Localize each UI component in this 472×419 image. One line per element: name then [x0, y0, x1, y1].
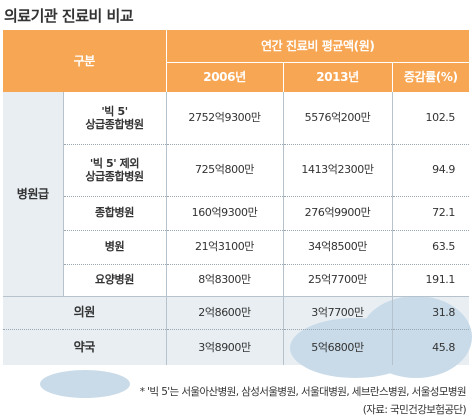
header-2013: 2013년 — [282, 61, 392, 92]
table-row: 종합병원 160억9300만 276억9900만 72.1 — [3, 196, 469, 231]
row-label-line2: 상급종합병원 — [85, 170, 144, 183]
value-change: 94.9 — [391, 144, 469, 197]
row-label: 종합병원 — [62, 196, 166, 231]
row-label-line1: '빅 5' 제외 — [89, 156, 140, 170]
value-2013: 34억8500만 — [282, 230, 392, 265]
source-note: (자료: 국민건강보험공단) — [362, 404, 467, 416]
value-2013: 5576억200만 — [282, 92, 392, 145]
row-label: '빅 5' 제외 상급종합병원 — [62, 144, 166, 197]
medical-cost-table: 구분 연간 진료비 평균액(원) 2006년 2013년 증감률(%) 병원급 … — [3, 30, 469, 365]
header-change: 증감률(%) — [391, 61, 469, 92]
value-2013: 1413억2300만 — [282, 144, 392, 197]
table-row: 의원 2억8600만 3억7700만 31.8 — [3, 296, 469, 330]
value-2006: 21억3100만 — [165, 230, 283, 265]
row-label-line2: 상급종합병원 — [85, 117, 144, 131]
value-change: 191.1 — [391, 264, 469, 297]
table-row: 병원 21억3100만 34억8500만 63.5 — [3, 230, 469, 265]
value-2013: 25억7700만 — [282, 264, 392, 297]
value-change: 72.1 — [391, 196, 469, 231]
page-title: 의료기관 진료비 비교 — [4, 7, 134, 25]
group-clinic: 의원 — [3, 296, 166, 330]
value-2013: 3억7700만 — [282, 296, 392, 330]
table-row: 요양병원 8억8300만 25억7700만 191.1 — [3, 264, 469, 297]
value-2006: 160억9300만 — [165, 196, 283, 231]
row-label: '빅 5' 상급종합병원 — [62, 92, 166, 145]
table-row: '빅 5' 제외 상급종합병원 725억800만 1413억2300만 94.9 — [3, 144, 469, 197]
group-pharmacy: 약국 — [73, 340, 96, 355]
value-change: 102.5 — [391, 92, 469, 145]
table-row: 병원급 '빅 5' 상급종합병원 2752억9300만 5576억200만 10… — [3, 92, 469, 297]
value-change: 31.8 — [391, 296, 469, 330]
value-2013: 5억6800만 — [282, 329, 392, 365]
footnote: * '빅 5'는 서울아산병원, 삼성서울병원, 서울대병원, 세브란스병원, … — [139, 386, 467, 398]
row-label: 요양병원 — [62, 264, 166, 297]
value-2006: 3억8900만 — [165, 329, 283, 365]
table-row: 약국 3억8900만 5억6800만 45.8 — [3, 329, 469, 365]
value-2006: 2752억9300만 — [165, 92, 283, 145]
header-group: 구분 — [3, 30, 166, 92]
row-label: 병원 — [62, 230, 166, 265]
value-2006: 725억800만 — [165, 144, 283, 197]
header-2006: 2006년 — [165, 61, 283, 92]
row-label-line1: '빅 5' — [101, 104, 128, 118]
value-2013: 276억9900만 — [282, 196, 392, 231]
value-change: 45.8 — [391, 329, 469, 365]
group-hospital: 병원급 — [3, 92, 63, 297]
value-2006: 8억8300만 — [165, 264, 283, 297]
cloud-decoration — [40, 370, 130, 398]
value-change: 63.5 — [391, 230, 469, 265]
value-2006: 2억8600만 — [165, 296, 283, 330]
header-annual-average: 연간 진료비 평균액(원) — [165, 30, 469, 62]
